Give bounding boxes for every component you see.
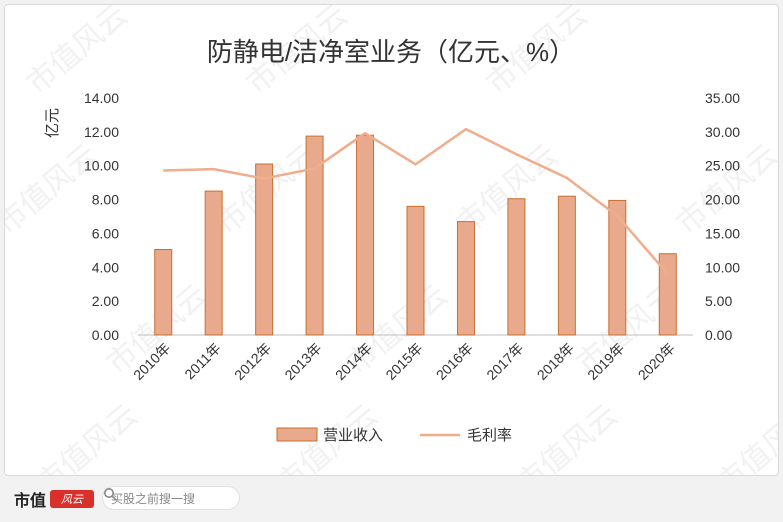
chart-title: 防静电/洁净室业务（亿元、%） — [207, 37, 575, 67]
bar — [456, 221, 475, 336]
y-tick-left: 2.00 — [92, 293, 119, 309]
bar — [507, 198, 526, 336]
y-tick-left: 6.00 — [92, 225, 119, 241]
y-tick-right: 15.00 — [705, 225, 740, 241]
y-tick-right: 20.00 — [705, 192, 740, 208]
brand-name: 市值 — [14, 491, 47, 510]
x-tick-label: 2013年 — [281, 340, 324, 383]
y-tick-left: 0.00 — [92, 327, 119, 343]
x-tick-label: 2012年 — [231, 340, 274, 383]
y-tick-left: 8.00 — [92, 192, 119, 208]
legend-bar-label: 营业收入 — [323, 427, 383, 444]
y-axis-label: 亿元 — [44, 108, 61, 138]
y-tick-right: 10.00 — [705, 259, 740, 275]
y-tick-left: 12.00 — [84, 124, 119, 140]
chart: 防静电/洁净室业务（亿元、%） 亿元 0.00 2.00 4.00 6.00 8.00 10.… — [44, 37, 740, 444]
bar — [204, 190, 223, 336]
bar — [557, 195, 576, 336]
x-tick-label: 2015年 — [382, 340, 425, 383]
brand-logo: 风云 — [50, 490, 95, 508]
x-tick-label: 2017年 — [483, 340, 526, 383]
y-tick-right: 30.00 — [705, 124, 740, 140]
chart-card: 市值风云 市值风云 市值风云 市值风云 市值风云 市值风云 市值风云 市值风云 市值风云 市值风云… — [4, 4, 779, 476]
x-tick-label: 2010年 — [130, 340, 173, 383]
x-tick-label: 2016年 — [433, 340, 476, 383]
search-box[interactable]: 买股之前搜一搜 — [102, 486, 240, 510]
bar — [658, 253, 677, 336]
x-tick-label: 2020年 — [635, 340, 678, 383]
footer-bar: 市值 风云 买股之前搜一搜 — [0, 476, 783, 522]
bar — [406, 205, 425, 336]
x-tick-label: 2014年 — [332, 340, 375, 383]
legend-line-label: 毛利率 — [467, 427, 512, 444]
line-series — [163, 127, 669, 275]
bar — [154, 249, 173, 336]
x-tick-label: 2011年 — [181, 340, 224, 383]
bar — [608, 199, 627, 336]
y-tick-left: 10.00 — [84, 158, 119, 174]
bar — [356, 134, 375, 336]
search-placeholder: 买股之前搜一搜 — [111, 491, 196, 506]
search-icon — [104, 488, 117, 501]
brand[interactable]: 市值 风云 — [14, 488, 95, 510]
y-tick-right: 0.00 — [705, 327, 732, 343]
x-tick-label: 2018年 — [534, 340, 577, 383]
y-tick-left: 4.00 — [92, 259, 119, 275]
y-tick-right: 35.00 — [705, 90, 740, 106]
y-tick-right: 5.00 — [705, 293, 732, 309]
y-tick-left: 14.00 — [84, 90, 119, 106]
bar — [305, 135, 324, 336]
bar — [255, 163, 274, 336]
legend-bar-swatch — [276, 427, 318, 442]
y-tick-right: 25.00 — [705, 158, 740, 174]
x-tick-label: 2019年 — [584, 340, 627, 383]
